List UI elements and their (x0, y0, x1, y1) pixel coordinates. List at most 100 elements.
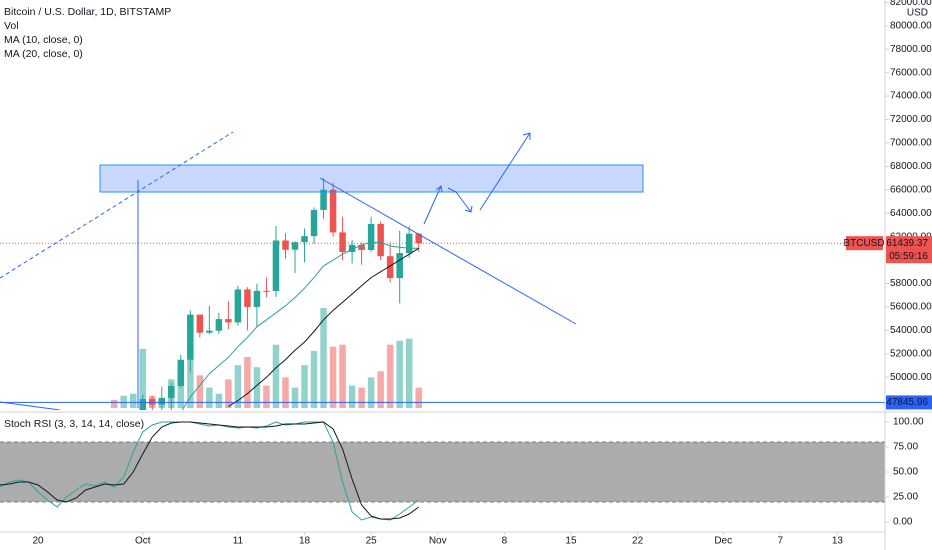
candle-body (168, 385, 175, 398)
candle-body (348, 244, 356, 252)
volume-bar (348, 385, 356, 408)
chart-title: Bitcoin / U.S. Dollar, 1D, BITSTAMP (4, 6, 171, 18)
arrow (423, 185, 442, 225)
candle-body (253, 290, 261, 307)
x-tick-label: 8 (502, 536, 508, 547)
currency-label: USD (907, 8, 928, 19)
candle-body (367, 223, 375, 250)
candle-body (149, 398, 156, 405)
volume-bar (187, 346, 194, 408)
volume-bar (358, 387, 365, 408)
legend-entry: Vol (4, 20, 19, 32)
candle-body (339, 232, 346, 252)
volume-bar (320, 308, 327, 408)
ma-line (181, 242, 419, 410)
y-tick-label: 54000.00 (890, 325, 932, 336)
volume-bar (282, 377, 289, 408)
symbol-tag (846, 236, 883, 251)
volume-bar (405, 338, 413, 408)
candle-body (386, 256, 394, 279)
candle-body (301, 236, 308, 243)
x-tick-label: Oct (135, 536, 151, 547)
y-tick-label: 68000.00 (890, 161, 932, 172)
y-tick-label: 80000.00 (890, 20, 932, 31)
y-tick-label: 56000.00 (890, 302, 932, 313)
candle-body (329, 189, 337, 233)
candle-body (244, 289, 251, 307)
candle-body (215, 319, 223, 331)
volume-bar (120, 395, 127, 408)
x-tick-label: 20 (33, 536, 45, 547)
y-tick-label: 70000.00 (890, 138, 932, 149)
price-pane (0, 178, 885, 410)
y-tick-label: 75.00 (893, 442, 918, 453)
volume-bar (339, 344, 346, 408)
volume-bar (244, 356, 251, 408)
symbol-label: BTCUSD (843, 238, 884, 249)
x-tick-label: 7 (778, 536, 784, 547)
y-tick-label: 82000.00 (890, 0, 932, 8)
x-tick-label: 13 (832, 536, 844, 547)
candle-body (310, 209, 318, 237)
candle-body (282, 240, 289, 250)
volume-bar (196, 375, 204, 408)
volume-bar (415, 387, 422, 408)
arrow (447, 187, 472, 213)
x-tick-label: Nov (429, 536, 447, 547)
candle-body (206, 330, 213, 333)
volume-bar (253, 367, 261, 408)
volume-bar (206, 387, 213, 408)
x-tick-label: 15 (565, 536, 577, 547)
volume-bar (377, 371, 384, 408)
candle-body (358, 244, 365, 250)
y-tick-label: 64000.00 (890, 208, 932, 219)
trend-line (0, 131, 234, 279)
band (0, 442, 885, 502)
candle-body (377, 223, 384, 257)
y-tick-label: 100.00 (893, 417, 924, 428)
x-tick-label: 11 (233, 536, 244, 547)
volume-bar (225, 379, 232, 408)
stoch-line (0, 421, 419, 521)
stoch-line (0, 421, 419, 520)
volume-bar (215, 393, 223, 408)
price-tag (886, 236, 932, 264)
trend-line (0, 401, 61, 410)
hline-label: 47845.96 (886, 397, 928, 408)
volume-bar (234, 365, 242, 408)
y-tick-label: 74000.00 (890, 91, 932, 102)
candle-body (291, 242, 299, 250)
y-tick-label: 76000.00 (890, 67, 932, 78)
volume-bar (329, 346, 337, 408)
x-tick-label: Dec (714, 536, 732, 547)
stoch-pane (0, 421, 885, 521)
volume-bar (139, 348, 146, 408)
volume-bar (301, 365, 308, 408)
candle-body (396, 253, 403, 279)
y-tick-label: 50.00 (893, 467, 918, 478)
candle-body (225, 319, 232, 323)
candle-body (263, 290, 270, 292)
arrow (479, 132, 531, 211)
countdown-label: 05:59:16 (889, 251, 928, 262)
x-tick-label: 18 (299, 536, 311, 547)
volume-bar (396, 340, 403, 408)
drawings (0, 131, 644, 410)
volume-bar (129, 393, 137, 408)
volume-bar (110, 399, 118, 408)
legend-entry: MA (10, close, 0) (4, 34, 83, 46)
candle-body (187, 314, 194, 360)
arrow-head (522, 132, 531, 140)
x-tick-label: 22 (632, 536, 644, 547)
legend-entry: MA (20, close, 0) (4, 48, 83, 60)
trend-line (319, 177, 577, 325)
volume-bar (291, 387, 299, 408)
candle-body (272, 240, 280, 291)
arrow-head (464, 205, 473, 213)
candle-body (139, 398, 146, 410)
volume-bar (272, 344, 280, 408)
y-tick-label: 25.00 (893, 492, 918, 503)
arrow-head (435, 185, 443, 193)
